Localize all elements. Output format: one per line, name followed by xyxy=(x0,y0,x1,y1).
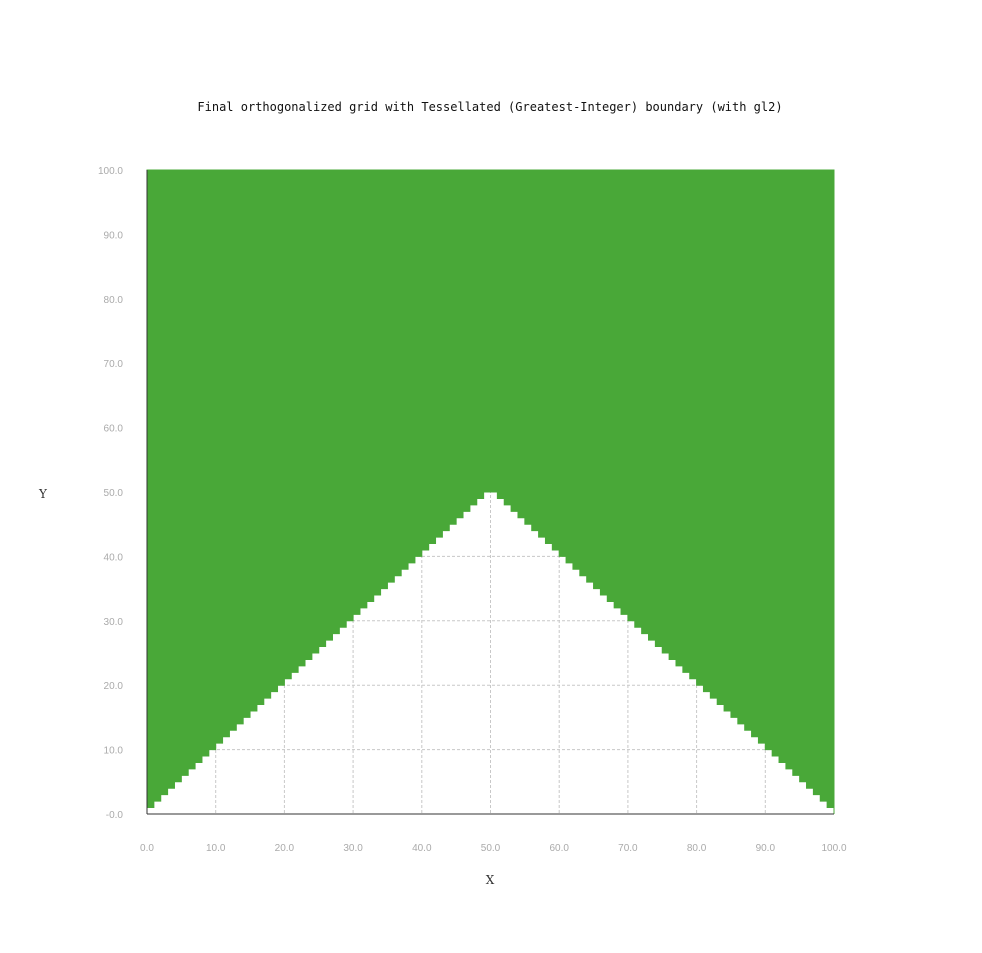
y-tick-label: 70.0 xyxy=(104,359,124,370)
y-tick-label: 80.0 xyxy=(104,295,124,306)
filled-grid-region xyxy=(146,169,835,814)
y-tick-label: 40.0 xyxy=(104,552,124,563)
y-tick-label: -0.0 xyxy=(106,810,124,821)
x-tick-label: 70.0 xyxy=(618,843,638,854)
x-tick-label: 80.0 xyxy=(687,843,707,854)
y-tick-label: 90.0 xyxy=(104,230,124,241)
y-tick-label: 10.0 xyxy=(104,746,124,757)
y-tick-label: 60.0 xyxy=(104,424,124,435)
plot-area xyxy=(146,169,835,814)
x-tick-label: 90.0 xyxy=(756,843,776,854)
x-tick-label: 50.0 xyxy=(481,843,501,854)
chart-title: Final orthogonalized grid with Tessellat… xyxy=(197,100,782,114)
y-tick-label: 50.0 xyxy=(104,488,124,499)
x-tick-label: 10.0 xyxy=(206,843,226,854)
y-tick-label: 30.0 xyxy=(104,617,124,628)
y-axis-label: Y xyxy=(38,487,48,501)
axes xyxy=(146,170,834,815)
x-tick-label: 20.0 xyxy=(275,843,295,854)
x-tick-label: 30.0 xyxy=(343,843,363,854)
x-tick-label: 100.0 xyxy=(821,843,846,854)
x-axis-label: X xyxy=(486,873,495,887)
y-tick-labels: -0.0 10.0 20.0 30.0 40.0 50.0 60.0 70.0 80.0 90.0… xyxy=(98,166,123,821)
x-tick-labels: 0.0 10.0 20.0 30.0 40.0 50.0 60.0 70.0 80.0 90.0 1… xyxy=(140,843,847,854)
y-tick-label: 100.0 xyxy=(98,166,123,177)
x-tick-label: 0.0 xyxy=(140,843,154,854)
x-tick-label: 40.0 xyxy=(412,843,432,854)
y-tick-label: 20.0 xyxy=(104,681,124,692)
x-tick-label: 60.0 xyxy=(549,843,569,854)
